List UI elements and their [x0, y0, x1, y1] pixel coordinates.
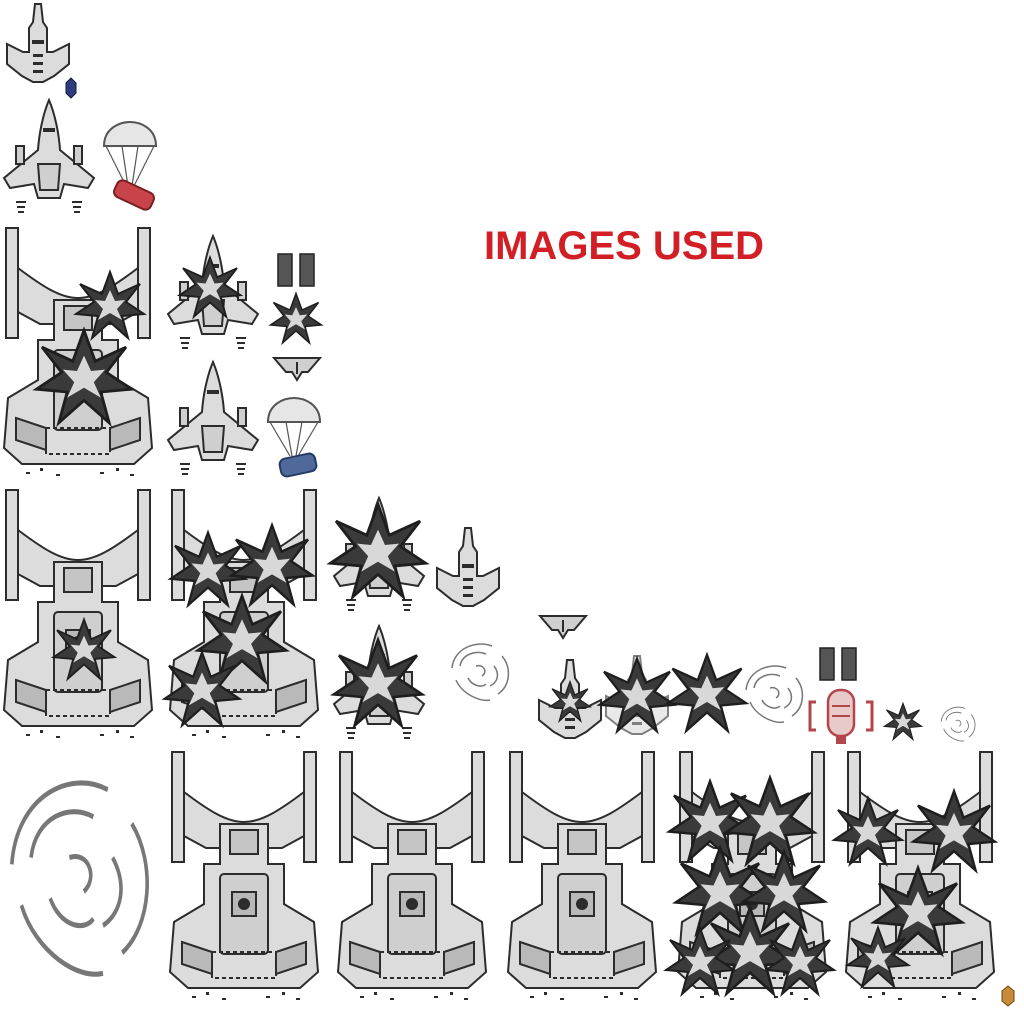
carrier-sprite: [337, 751, 487, 1001]
parachute-red-sprite: [103, 121, 157, 213]
explosion-burst-sprite: [598, 655, 676, 735]
explosion-burst-sprite: [269, 292, 323, 344]
smoke-puff-sprite: [940, 706, 976, 742]
carrier-sprite: [169, 751, 319, 1001]
navy-gem-sprite: [65, 77, 77, 99]
ammo-bars-sprite: [277, 253, 315, 287]
smoke-puff-sprite: [4, 760, 154, 996]
fighter-sprite: [167, 361, 259, 475]
carrier-damaged-sprite: [665, 751, 835, 1001]
fighter-damaged-sprite: [167, 235, 259, 349]
fighter-sprite: [3, 99, 95, 213]
chevron-debris-sprite: [539, 615, 587, 639]
small-ship-sprite: [538, 659, 602, 739]
carrier-damaged-sprite: [3, 489, 153, 739]
small-ship-sprite: [6, 3, 70, 83]
fighter-damaged-sprite: [328, 497, 428, 611]
ammo-bars-sprite: [819, 647, 857, 681]
images-used-title: IMAGES USED: [484, 224, 765, 268]
carrier-damaged-sprite: [163, 489, 319, 739]
carrier-sprite: [507, 751, 657, 1001]
capsule-pickup-sprite: [808, 688, 874, 746]
fighter-damaged-sprite: [332, 625, 425, 739]
smoke-puff-sprite: [451, 643, 510, 702]
carrier-damaged-sprite: [3, 227, 153, 477]
explosion-burst-sprite: [883, 702, 923, 741]
chevron-debris-sprite: [273, 357, 321, 381]
orange-gem-sprite: [1001, 985, 1015, 1007]
explosion-burst-sprite: [666, 653, 748, 732]
smoke-puff-sprite: [745, 665, 804, 724]
parachute-blue-sprite: [267, 397, 321, 479]
small-ship-sprite: [436, 527, 500, 607]
carrier-damaged-sprite: [833, 751, 996, 1001]
